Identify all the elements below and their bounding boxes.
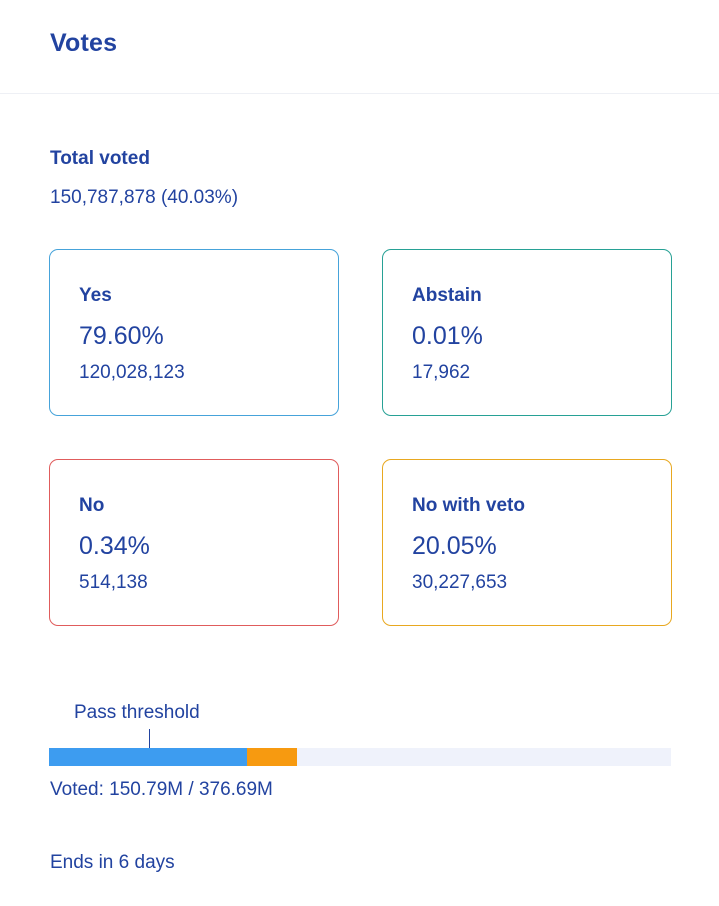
total-voted-value: 150,787,878 (40.03%) [50,187,239,208]
vote-card-abstain: Abstain 0.01% 17,962 [382,249,672,416]
page-title: Votes [50,29,118,57]
vote-card-no-with-veto: No with veto 20.05% 30,227,653 [382,459,672,626]
voted-amount: Voted: 150.79M / 376.69M [50,779,273,800]
ends-in-text: Ends in 6 days [50,852,175,873]
vote-card-percent: 20.05% [412,532,497,560]
total-voted-label: Total voted [50,148,150,169]
vote-card-label: Abstain [412,285,482,306]
vote-card-label: Yes [79,285,112,306]
progress-segment-veto [247,748,297,766]
pass-threshold-marker [149,729,150,748]
vote-card-count: 17,962 [412,362,471,383]
votes-header: Votes [0,0,719,94]
progress-segment-yes [49,748,247,766]
vote-card-count: 514,138 [79,572,148,593]
vote-card-percent: 0.01% [412,322,483,350]
vote-card-no: No 0.34% 514,138 [49,459,339,626]
vote-card-label: No [79,495,105,516]
vote-card-percent: 0.34% [79,532,150,560]
vote-card-percent: 79.60% [79,322,164,350]
pass-threshold-label: Pass threshold [74,702,200,723]
vote-progress-bar [49,748,671,766]
vote-card-yes: Yes 79.60% 120,028,123 [49,249,339,416]
vote-card-count: 120,028,123 [79,362,185,383]
vote-card-label: No with veto [412,495,525,516]
vote-card-count: 30,227,653 [412,572,508,593]
